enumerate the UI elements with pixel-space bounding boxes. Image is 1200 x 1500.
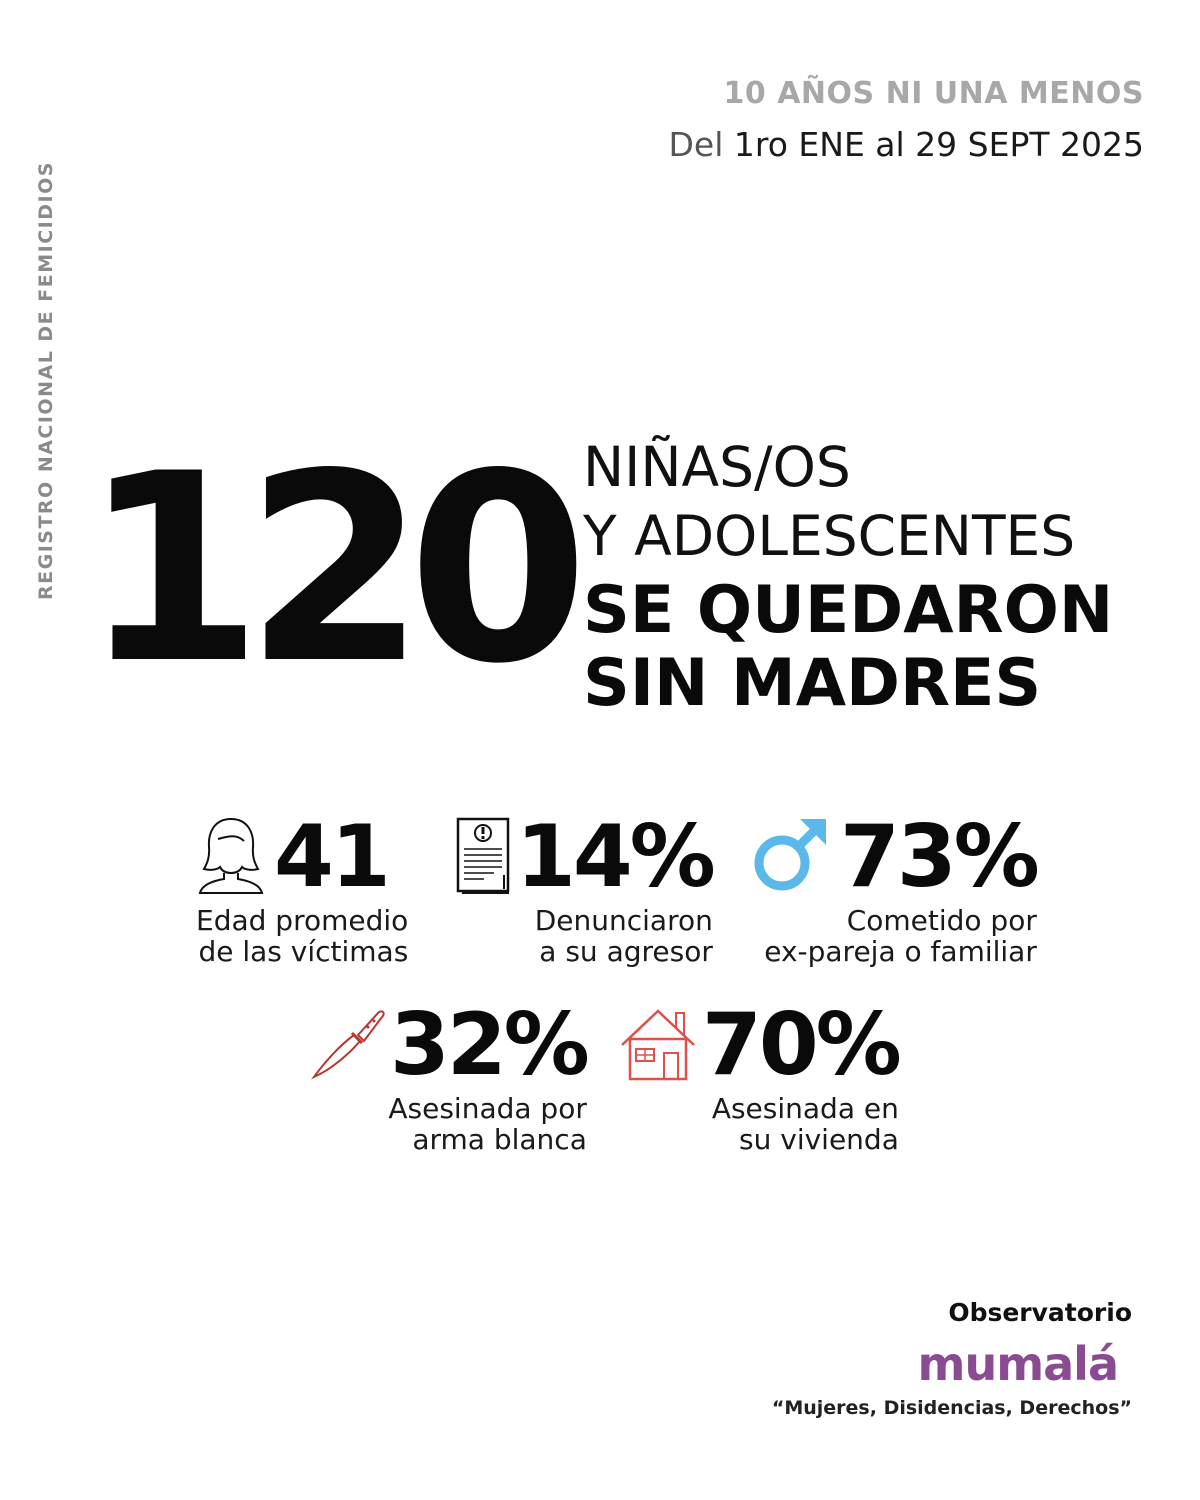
stat-knife: 32% Asesinada por arma blanca [310, 995, 590, 1156]
stat-ex-partner: 73% Cometido por ex-pareja o familiar [750, 807, 1040, 968]
knife-icon [310, 1005, 386, 1086]
footer: Observatorio mumalá “Mujeres, Disidencia… [772, 1298, 1132, 1419]
caption-line-1: Denunciaron [534, 904, 713, 937]
stat-denounced: 14% Denunciaron a su agresor [454, 807, 716, 968]
observatorio-label: Observatorio [948, 1298, 1132, 1327]
woman-icon [196, 815, 266, 900]
stat-home: 70% Asesinada en su vivienda [620, 995, 902, 1156]
male-symbol-icon [750, 815, 830, 900]
headline-line-2: Y ADOLESCENTES [583, 504, 1076, 568]
caption-line-2: su vivienda [739, 1122, 899, 1156]
side-label: REGISTRO NACIONAL DE FEMICIDIOS [35, 161, 57, 600]
stat-caption: Asesinada en su vivienda [620, 1092, 899, 1156]
document-alert-icon [454, 815, 512, 900]
headline-line-3: SE QUEDARON [583, 573, 1114, 648]
campaign-title: 10 AÑOS NI UNA MENOS [723, 76, 1144, 111]
headline: NIÑAS/OS Y ADOLESCENTES SE QUEDARON SIN … [583, 435, 1114, 721]
stat-value: 70% [702, 995, 902, 1095]
stat-average-age: 41 Edad promedio de las víctimas [196, 814, 408, 968]
stat-value: 41 [274, 807, 391, 907]
stat-value: 32% [390, 995, 590, 1095]
date-prefix: Del [668, 125, 724, 164]
stat-caption: Edad promedio de las víctimas [196, 904, 409, 968]
stat-caption: Cometido por ex-pareja o familiar [750, 904, 1037, 968]
caption-line-1: Cometido por [846, 904, 1037, 937]
caption-line-2: a su agresor [539, 934, 713, 968]
date-range: Del 1ro ENE al 29 SEPT 2025 [669, 125, 1144, 164]
caption-line-1: Asesinada en [711, 1092, 899, 1125]
mumala-logo: mumalá [917, 1337, 1119, 1391]
header: 10 AÑOS NI UNA MENOS Del 1ro ENE al 29 S… [669, 76, 1144, 164]
tagline: “Mujeres, Disidencias, Derechos” [771, 1397, 1132, 1419]
caption-line-2: ex-pareja o familiar [764, 934, 1037, 968]
date-range-value: 1ro ENE al 29 SEPT 2025 [733, 125, 1144, 164]
caption-line-1: Asesinada por [388, 1092, 587, 1125]
caption-line-2: arma blanca [412, 1122, 587, 1156]
caption-line-2: de las víctimas [198, 934, 409, 968]
house-icon [620, 1005, 696, 1086]
stat-caption: Asesinada por arma blanca [310, 1092, 587, 1156]
headline-line-4: SIN MADRES [583, 646, 1042, 721]
main-number: 120 [82, 419, 589, 721]
caption-line-1: Edad promedio [196, 904, 409, 937]
stat-caption: Denunciaron a su agresor [454, 904, 713, 968]
stat-value: 73% [840, 807, 1040, 907]
stat-value: 14% [516, 807, 716, 907]
headline-line-1: NIÑAS/OS [583, 435, 851, 499]
